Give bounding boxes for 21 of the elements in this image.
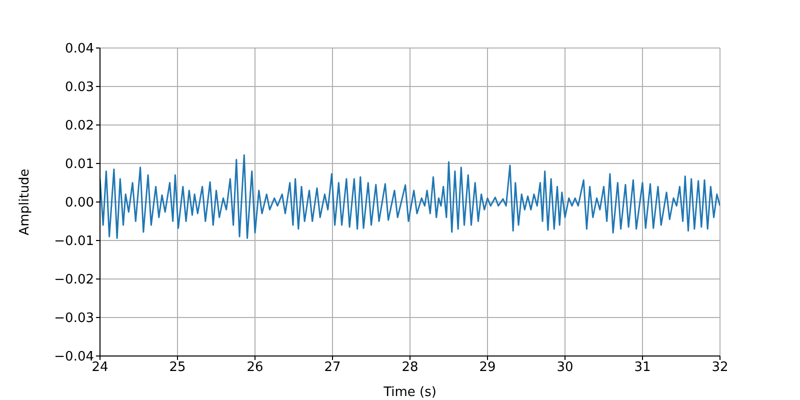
y-tick-label: 0.01 bbox=[65, 157, 94, 172]
x-tick-label: 29 bbox=[479, 360, 496, 376]
y-tick-label: −0.04 bbox=[54, 350, 94, 365]
x-tick-label: 26 bbox=[246, 360, 264, 376]
x-tick-label: 25 bbox=[169, 360, 186, 376]
y-tick-label: 0.02 bbox=[65, 118, 94, 134]
x-tick-label: 24 bbox=[92, 360, 108, 376]
x-tick-label: 27 bbox=[324, 360, 341, 376]
line-series bbox=[100, 154, 720, 239]
x-axis-title: Time (s) bbox=[382, 385, 436, 400]
y-tick-label: 0.04 bbox=[65, 42, 94, 57]
x-tick-label: 28 bbox=[402, 360, 418, 376]
y-tick-label: 0.03 bbox=[65, 80, 94, 96]
x-tick-label: 32 bbox=[712, 360, 728, 376]
x-tick-label: 31 bbox=[634, 360, 651, 376]
y-tick-label: 0.00 bbox=[65, 196, 94, 211]
y-tick-label: −0.03 bbox=[54, 311, 94, 326]
x-tick-label: 30 bbox=[556, 360, 574, 376]
y-tick-label: −0.02 bbox=[54, 272, 94, 288]
y-axis-title: Amplitude bbox=[18, 168, 33, 236]
y-tick-label: −0.01 bbox=[54, 234, 94, 250]
